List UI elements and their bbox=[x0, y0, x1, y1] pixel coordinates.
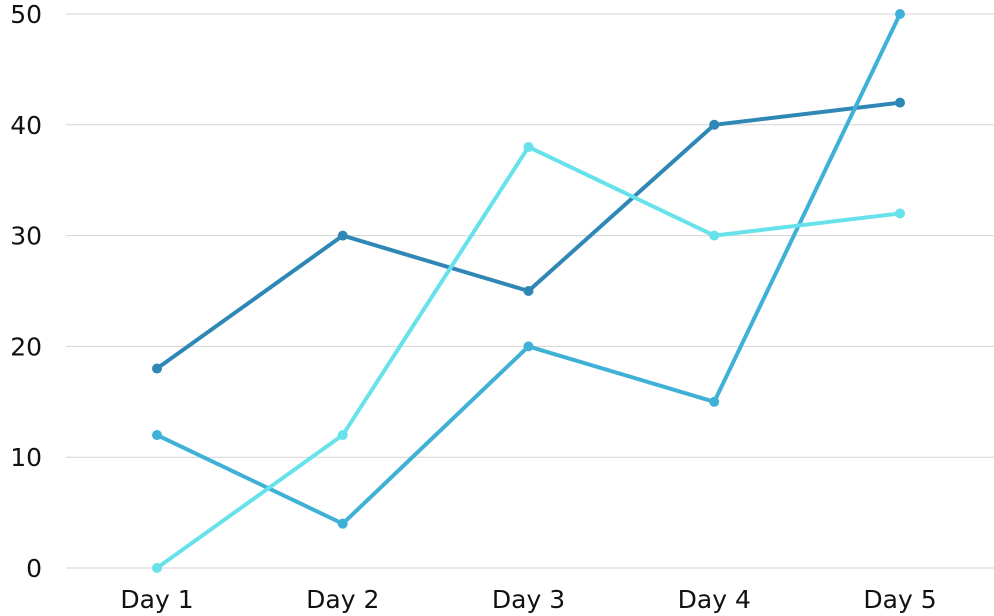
y-axis: 0 10 20 30 40 50 bbox=[10, 0, 42, 583]
x-tick-label: Day 5 bbox=[863, 585, 936, 614]
series-1-point bbox=[152, 363, 162, 374]
y-tick-label: 30 bbox=[10, 222, 42, 251]
series-3-point bbox=[152, 563, 162, 573]
y-tick-label: 20 bbox=[10, 332, 42, 361]
y-tick-label: 0 bbox=[26, 554, 42, 583]
series-2-line bbox=[155, 12, 902, 526]
y-tick-label: 50 bbox=[10, 0, 42, 29]
x-tick-label: Day 2 bbox=[306, 585, 379, 614]
y-tick-label: 10 bbox=[10, 443, 42, 472]
series-1-point bbox=[523, 286, 534, 296]
series-1-point bbox=[895, 97, 905, 108]
series-2-point bbox=[337, 518, 348, 529]
series-1-point bbox=[709, 119, 720, 130]
series-2-point bbox=[523, 341, 534, 352]
series-2-point bbox=[709, 396, 720, 407]
y-tick-label: 40 bbox=[10, 111, 42, 140]
series-3-point bbox=[895, 208, 905, 219]
series-2-point bbox=[152, 430, 162, 441]
series-3-point bbox=[709, 230, 720, 241]
series-2-point bbox=[895, 9, 905, 19]
series-layer bbox=[152, 9, 905, 573]
x-axis: Day 1 Day 2 Day 3 Day 4 Day 5 bbox=[120, 585, 936, 614]
x-tick-label: Day 1 bbox=[120, 585, 193, 614]
x-tick-label: Day 4 bbox=[678, 585, 751, 614]
series-3-line bbox=[155, 144, 902, 570]
series-3-point bbox=[337, 430, 348, 441]
x-tick-label: Day 3 bbox=[492, 585, 565, 614]
series-1-point bbox=[337, 230, 348, 241]
series-3-point bbox=[523, 141, 534, 152]
